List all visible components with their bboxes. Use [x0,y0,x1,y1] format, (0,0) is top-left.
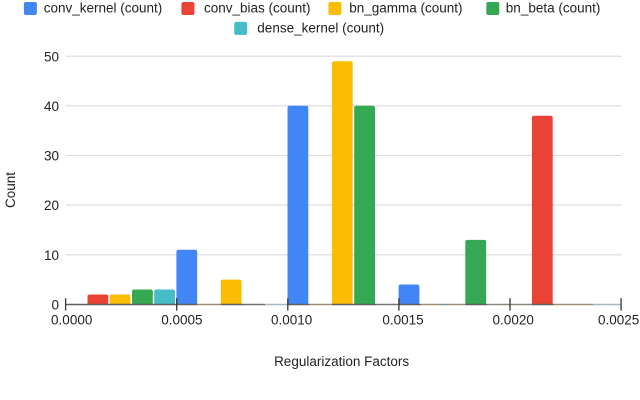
svg-text:conv_kernel (count): conv_kernel (count) [44,1,163,16]
svg-text:Count: Count [3,172,18,208]
svg-text:10: 10 [44,248,59,263]
svg-text:40: 40 [44,99,59,114]
svg-text:Regularization Factors: Regularization Factors [274,354,409,369]
svg-text:0.0015: 0.0015 [382,312,423,327]
svg-text:conv_bias (count): conv_bias (count) [204,1,311,16]
svg-text:0.0005: 0.0005 [161,312,202,327]
svg-text:30: 30 [44,149,59,164]
svg-text:0.0010: 0.0010 [271,312,312,327]
svg-text:bn_beta (count): bn_beta (count) [506,1,601,16]
svg-text:0.0000: 0.0000 [51,312,92,327]
svg-text:0: 0 [51,298,59,313]
svg-text:50: 50 [44,49,59,64]
svg-text:0.0025: 0.0025 [598,312,639,327]
svg-text:dense_kernel (count): dense_kernel (count) [257,20,384,35]
svg-text:0.0020: 0.0020 [493,312,534,327]
svg-text:bn_gamma (count): bn_gamma (count) [349,1,462,16]
svg-text:20: 20 [44,198,59,213]
